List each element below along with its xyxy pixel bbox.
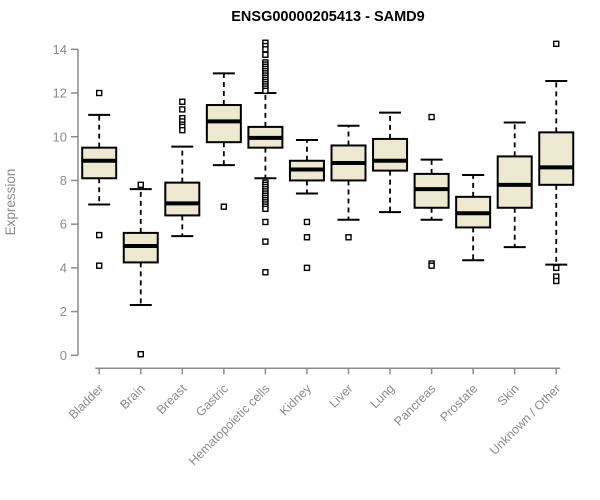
y-tick-label: 0	[60, 348, 67, 363]
outlier-point	[95, 89, 103, 97]
outlier-point	[262, 51, 269, 58]
outlier-point	[262, 205, 269, 213]
outlier-point	[262, 238, 269, 245]
x-tick-label: Liver	[327, 382, 356, 411]
boxplot-liver	[330, 124, 367, 241]
y-tick-label: 6	[60, 217, 67, 232]
outlier-point	[95, 262, 103, 269]
x-tick-label: Brain	[117, 381, 148, 412]
outlier-point	[262, 87, 269, 95]
boxplot-bladder	[81, 89, 118, 269]
outlier-point	[303, 218, 311, 226]
outlier-point	[303, 234, 311, 241]
boxplot-brain	[122, 181, 159, 358]
y-tick-label: 8	[60, 173, 67, 188]
outlier-point	[553, 264, 560, 272]
outlier-point	[137, 181, 144, 189]
x-tick-label: Bladder	[66, 382, 106, 422]
x-tick-label: Lung	[368, 381, 398, 411]
x-tick-label: Prostate	[437, 381, 480, 424]
y-tick-label: 12	[53, 86, 67, 101]
iqr-box	[81, 146, 118, 180]
boxes-layer	[81, 39, 575, 358]
y-tick-label: 14	[53, 42, 67, 57]
boxplot-kidney	[288, 139, 325, 272]
iqr-box	[496, 155, 533, 209]
boxplot-lung	[372, 111, 409, 214]
outlier-point	[428, 113, 435, 121]
boxplot-pancreas	[413, 113, 450, 269]
outlier-point	[262, 46, 269, 53]
y-axis-label: Expression	[3, 169, 18, 236]
outlier-point	[262, 218, 269, 226]
x-tick-label: Hematopoietic cells	[186, 382, 273, 469]
outlier-point	[553, 277, 560, 285]
outlier-point	[220, 203, 228, 210]
iqr-box	[164, 181, 201, 217]
x-tick-label: Pancreas	[391, 382, 438, 429]
y-tick-label: 2	[60, 304, 67, 319]
outlier-point	[95, 231, 103, 239]
x-tick-label: Gastric	[193, 382, 231, 420]
outlier-point	[179, 126, 186, 134]
chart-title: ENSG00000205413 - SAMD9	[231, 9, 424, 25]
x-tick-label: Unknown / Other	[487, 382, 563, 458]
outlier-point	[262, 269, 269, 276]
outlier-point	[428, 262, 435, 269]
boxplot-gastric	[205, 72, 242, 210]
boxplot-breast	[164, 98, 201, 238]
y-tick-label: 10	[53, 129, 67, 144]
boxplot-prostate	[455, 173, 492, 262]
x-tick-label: Skin	[495, 381, 522, 408]
iqr-box	[205, 104, 242, 144]
iqr-box	[538, 131, 575, 186]
x-tick-label: Breast	[154, 381, 190, 417]
boxplot-unknown-other	[538, 40, 575, 285]
boxplot-hematopoietic-cells	[247, 39, 284, 276]
outlier-point	[345, 234, 352, 241]
outlier-point	[179, 106, 186, 113]
outlier-point	[179, 98, 186, 105]
iqr-box	[372, 137, 409, 172]
x-tick-label: Kidney	[277, 381, 314, 418]
outlier-point	[553, 40, 560, 48]
outlier-point	[303, 264, 311, 272]
outlier-point	[137, 351, 144, 358]
y-tick-label: 4	[60, 260, 67, 275]
boxplot-skin	[496, 121, 533, 249]
